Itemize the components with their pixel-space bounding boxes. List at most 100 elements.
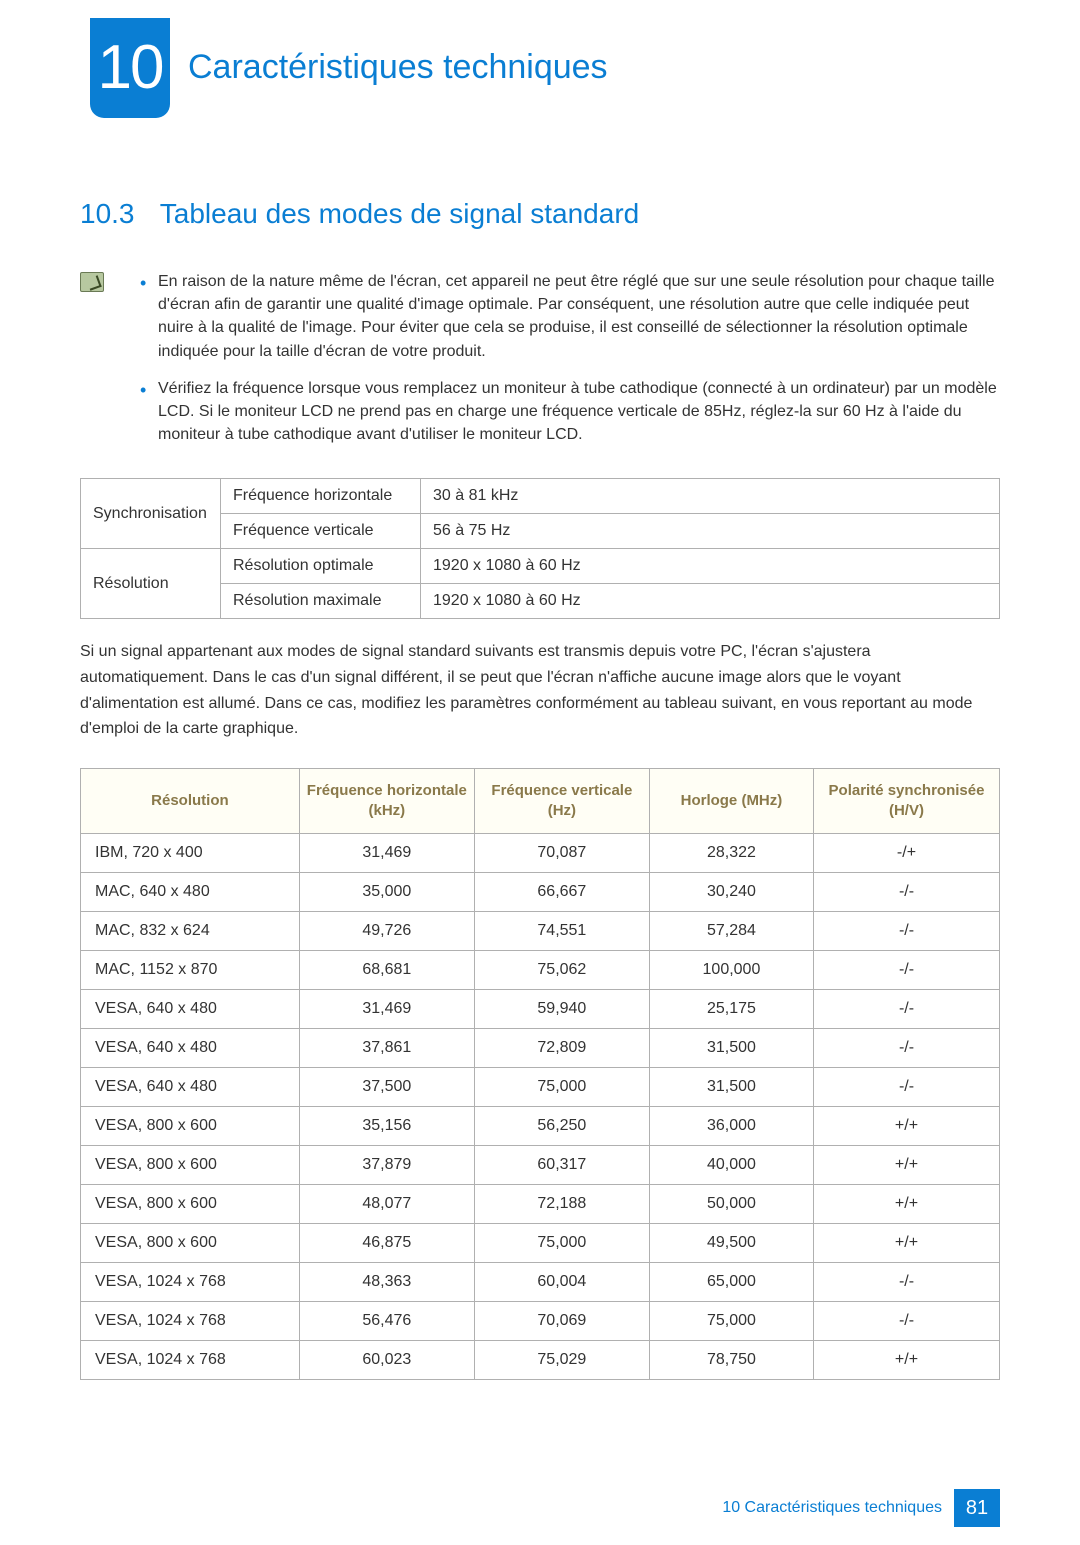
cell: 75,062 <box>474 951 649 990</box>
note-block: En raison de la nature même de l'écran, … <box>80 270 1000 460</box>
table-row: VESA, 800 x 60037,87960,31740,000+/+ <box>81 1146 1000 1185</box>
cell: 30,240 <box>649 873 813 912</box>
cell: 40,000 <box>649 1146 813 1185</box>
cell: VESA, 1024 x 768 <box>81 1302 300 1341</box>
cell: 70,087 <box>474 834 649 873</box>
cell: 37,500 <box>299 1068 474 1107</box>
table-row: VESA, 1024 x 76848,36360,00465,000-/- <box>81 1263 1000 1302</box>
cell: 25,175 <box>649 990 813 1029</box>
cell: -/- <box>813 873 999 912</box>
cell: 56,250 <box>474 1107 649 1146</box>
col-freq-v: Fréquence verticale (Hz) <box>474 768 649 834</box>
cell: 60,023 <box>299 1341 474 1380</box>
cell: 30 à 81 kHz <box>421 479 1000 514</box>
table-header-row: Résolution Fréquence horizontale (kHz) F… <box>81 768 1000 834</box>
cell: 65,000 <box>649 1263 813 1302</box>
cell: MAC, 640 x 480 <box>81 873 300 912</box>
note-item: Vérifiez la fréquence lorsque vous rempl… <box>140 377 1000 447</box>
cell: 1920 x 1080 à 60 Hz <box>421 584 1000 619</box>
cell: 72,809 <box>474 1029 649 1068</box>
table-row: VESA, 640 x 48037,50075,00031,500-/- <box>81 1068 1000 1107</box>
cell: VESA, 640 x 480 <box>81 1068 300 1107</box>
cell: 60,004 <box>474 1263 649 1302</box>
explanatory-paragraph: Si un signal appartenant aux modes de si… <box>80 639 1000 741</box>
cell: MAC, 1152 x 870 <box>81 951 300 990</box>
cell: 70,069 <box>474 1302 649 1341</box>
cell: VESA, 1024 x 768 <box>81 1263 300 1302</box>
cell: +/+ <box>813 1146 999 1185</box>
col-resolution: Résolution <box>81 768 300 834</box>
cell: 78,750 <box>649 1341 813 1380</box>
cell: VESA, 800 x 600 <box>81 1146 300 1185</box>
cell: Résolution maximale <box>221 584 421 619</box>
footer-page-number: 81 <box>954 1489 1000 1527</box>
cell: 35,000 <box>299 873 474 912</box>
table-row: IBM, 720 x 40031,46970,08728,322-/+ <box>81 834 1000 873</box>
cell: 31,469 <box>299 834 474 873</box>
cell: 66,667 <box>474 873 649 912</box>
cell: VESA, 640 x 480 <box>81 1029 300 1068</box>
cell: Fréquence horizontale <box>221 479 421 514</box>
cell: 46,875 <box>299 1224 474 1263</box>
note-icon <box>80 272 104 292</box>
cell: +/+ <box>813 1224 999 1263</box>
table-row: MAC, 1152 x 87068,68175,062100,000-/- <box>81 951 1000 990</box>
cell: 31,500 <box>649 1029 813 1068</box>
cell: VESA, 640 x 480 <box>81 990 300 1029</box>
cell: 50,000 <box>649 1185 813 1224</box>
cell: 31,500 <box>649 1068 813 1107</box>
signal-modes-table: Résolution Fréquence horizontale (kHz) F… <box>80 768 1000 1381</box>
cell: 37,861 <box>299 1029 474 1068</box>
cell: -/- <box>813 1302 999 1341</box>
cell: VESA, 800 x 600 <box>81 1185 300 1224</box>
cell: -/- <box>813 1263 999 1302</box>
table-row: VESA, 640 x 48031,46959,94025,175-/- <box>81 990 1000 1029</box>
cell: +/+ <box>813 1185 999 1224</box>
cell: VESA, 800 x 600 <box>81 1224 300 1263</box>
note-item: En raison de la nature même de l'écran, … <box>140 270 1000 363</box>
col-freq-h: Fréquence horizontale (kHz) <box>299 768 474 834</box>
cell: -/- <box>813 990 999 1029</box>
cell: 75,000 <box>474 1224 649 1263</box>
cell: Résolution optimale <box>221 549 421 584</box>
cell: -/- <box>813 1068 999 1107</box>
spec-summary-table: Synchronisation Fréquence horizontale 30… <box>80 478 1000 619</box>
cell: +/+ <box>813 1341 999 1380</box>
col-polarity: Polarité synchronisée (H/V) <box>813 768 999 834</box>
cell: 74,551 <box>474 912 649 951</box>
cell: 1920 x 1080 à 60 Hz <box>421 549 1000 584</box>
cell-res-label: Résolution <box>81 549 221 619</box>
cell: 56,476 <box>299 1302 474 1341</box>
cell: 56 à 75 Hz <box>421 514 1000 549</box>
footer-chapter-ref: 10 Caractéristiques techniques <box>722 1499 942 1517</box>
table-row: VESA, 1024 x 76860,02375,02978,750+/+ <box>81 1341 1000 1380</box>
cell: -/- <box>813 1029 999 1068</box>
cell: 48,077 <box>299 1185 474 1224</box>
section-heading: 10.3 Tableau des modes de signal standar… <box>80 198 1000 230</box>
page-footer: 10 Caractéristiques techniques 81 <box>722 1489 1000 1527</box>
table-row: Résolution Résolution optimale 1920 x 10… <box>81 549 1000 584</box>
table-row: VESA, 640 x 48037,86172,80931,500-/- <box>81 1029 1000 1068</box>
cell: 60,317 <box>474 1146 649 1185</box>
chapter-header: 10 Caractéristiques techniques <box>90 18 1000 118</box>
cell: 31,469 <box>299 990 474 1029</box>
cell: -/+ <box>813 834 999 873</box>
cell: 49,726 <box>299 912 474 951</box>
table-row: MAC, 832 x 62449,72674,55157,284-/- <box>81 912 1000 951</box>
cell: 57,284 <box>649 912 813 951</box>
cell: 59,940 <box>474 990 649 1029</box>
cell: VESA, 800 x 600 <box>81 1107 300 1146</box>
section-title: Tableau des modes de signal standard <box>160 198 639 229</box>
cell: 72,188 <box>474 1185 649 1224</box>
cell: 68,681 <box>299 951 474 990</box>
cell: Fréquence verticale <box>221 514 421 549</box>
table-row: VESA, 800 x 60046,87575,00049,500+/+ <box>81 1224 1000 1263</box>
note-list: En raison de la nature même de l'écran, … <box>122 270 1000 460</box>
cell: -/- <box>813 912 999 951</box>
cell: 28,322 <box>649 834 813 873</box>
table-row: VESA, 1024 x 76856,47670,06975,000-/- <box>81 1302 1000 1341</box>
cell: 49,500 <box>649 1224 813 1263</box>
cell: 100,000 <box>649 951 813 990</box>
section-number: 10.3 <box>80 198 135 229</box>
col-clock: Horloge (MHz) <box>649 768 813 834</box>
